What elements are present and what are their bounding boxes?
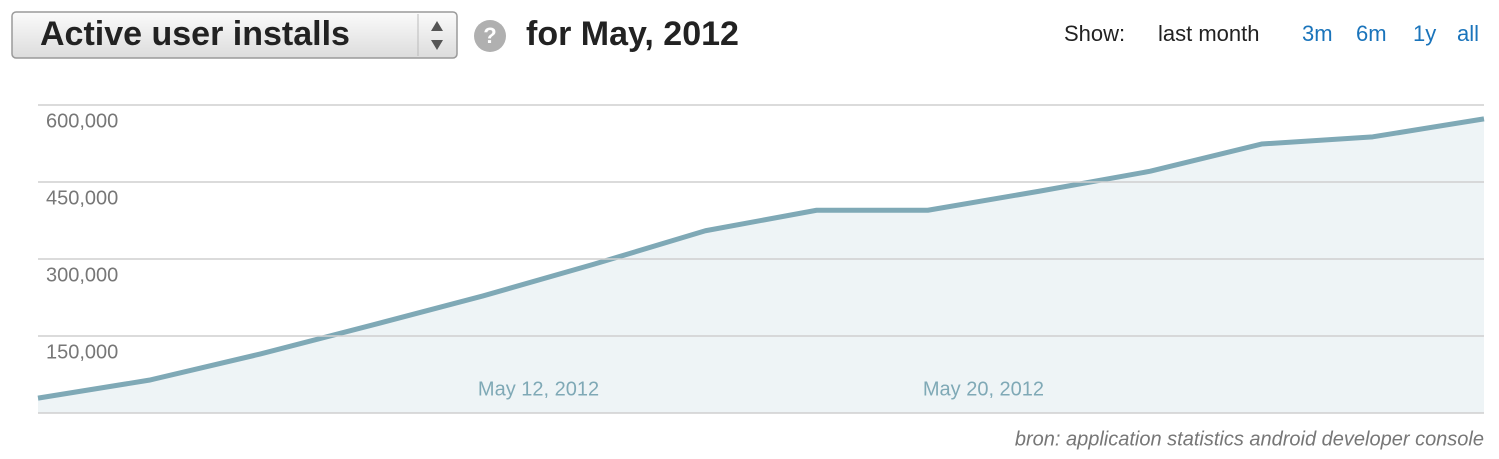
help-mark: ? — [483, 23, 496, 48]
help-icon[interactable]: ? — [474, 20, 506, 52]
metric-dropdown[interactable]: Active user installs — [11, 11, 458, 59]
dropdown-arrows — [431, 21, 443, 50]
range-link[interactable]: 3m — [1302, 21, 1333, 46]
y-tick-label: 300,000 — [46, 264, 118, 286]
range-link[interactable]: 6m — [1356, 21, 1387, 46]
source-note: bron: application statistics android dev… — [1015, 428, 1484, 450]
plot-area — [37, 116, 1485, 414]
area-fill — [38, 118, 1484, 414]
x-tick-label: May 20, 2012 — [923, 378, 1044, 400]
area-line — [37, 116, 1485, 401]
range-link[interactable]: all — [1457, 21, 1479, 46]
period-label: for May, 2012 — [526, 15, 739, 53]
y-tick-label: 600,000 — [46, 110, 118, 132]
y-tick-label: 150,000 — [46, 341, 118, 363]
range-current: last month — [1158, 21, 1260, 46]
y-tick-label: 450,000 — [46, 187, 118, 209]
x-tick-label: May 12, 2012 — [478, 378, 599, 400]
show-label: Show: — [1064, 21, 1125, 46]
metric-label: Active user installs — [40, 15, 350, 53]
range-link[interactable]: 1y — [1413, 21, 1436, 46]
help-circle — [474, 20, 506, 52]
dropdown-box — [11, 11, 458, 59]
